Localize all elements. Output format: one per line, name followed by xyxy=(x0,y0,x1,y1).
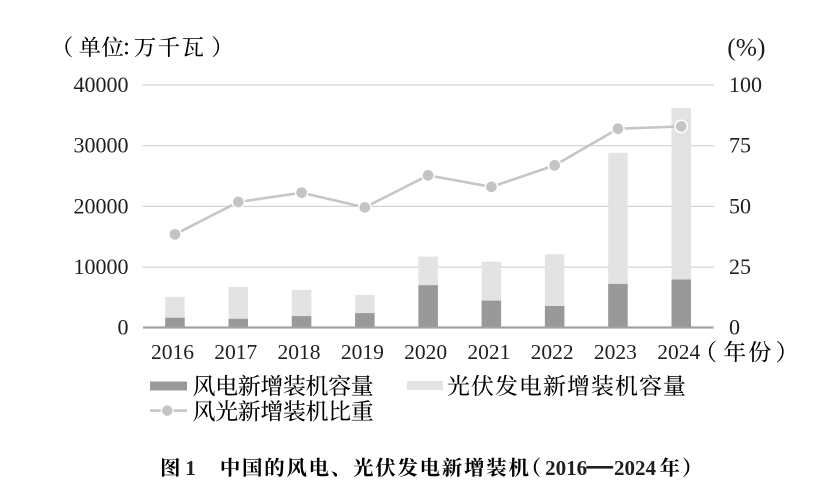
svg-text:20000: 20000 xyxy=(74,193,129,218)
svg-text:25: 25 xyxy=(729,254,751,279)
svg-text:30000: 30000 xyxy=(74,133,129,158)
svg-text:2023: 2023 xyxy=(594,340,637,364)
svg-text:40000: 40000 xyxy=(74,72,129,97)
svg-text:0: 0 xyxy=(729,315,740,340)
svg-text:2024: 2024 xyxy=(657,340,700,364)
svg-text:2016: 2016 xyxy=(151,340,194,364)
svg-text:1: 1 xyxy=(185,456,196,480)
svg-text:2021: 2021 xyxy=(467,340,510,364)
svg-text:(%): (%) xyxy=(727,32,765,61)
svg-text:100: 100 xyxy=(729,72,762,97)
svg-text:10000: 10000 xyxy=(74,254,129,279)
svg-text:0: 0 xyxy=(118,315,129,340)
svg-text:50: 50 xyxy=(729,193,751,218)
svg-text:2019: 2019 xyxy=(341,340,384,364)
svg-text:2024: 2024 xyxy=(614,456,657,480)
svg-text:2016: 2016 xyxy=(545,456,587,480)
svg-text:2022: 2022 xyxy=(531,340,574,364)
svg-text:75: 75 xyxy=(729,133,751,158)
svg-text:2020: 2020 xyxy=(404,340,447,364)
svg-text:2017: 2017 xyxy=(214,340,257,364)
svg-text:2018: 2018 xyxy=(278,340,321,364)
